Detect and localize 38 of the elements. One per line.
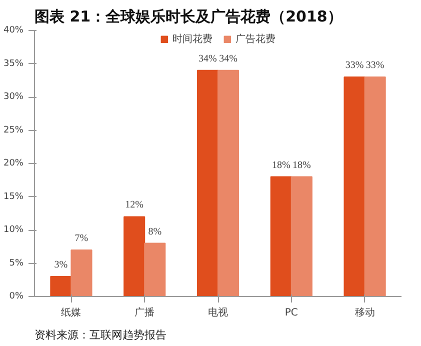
bar <box>144 242 166 296</box>
x-tick-label: PC <box>284 308 298 318</box>
x-tick-label: 移动 <box>354 306 375 318</box>
bar <box>290 176 312 296</box>
bar <box>50 276 72 296</box>
y-tick-label: 20% <box>3 158 24 168</box>
x-tick-label: 电视 <box>208 306 228 318</box>
legend-label: 时间花费 <box>172 32 212 46</box>
bar <box>70 249 92 296</box>
data-label: 33% <box>366 60 384 72</box>
y-tick-label: 0% <box>9 292 24 302</box>
bar <box>364 76 386 296</box>
x-tick-label: 纸媒 <box>61 306 82 318</box>
legend-label: 广告花费 <box>236 32 276 46</box>
data-label: 33% <box>345 60 364 72</box>
chart-title: 图表 21：全球娱乐时长及广告花费（2018） <box>34 8 342 26</box>
data-label: 7% <box>74 232 88 244</box>
y-tick-label: 25% <box>3 125 24 136</box>
data-label: 18% <box>272 160 290 171</box>
data-label: 34% <box>219 53 238 64</box>
text: 资料来源：互联网趋势报告 <box>34 328 166 342</box>
y-tick-label: 30% <box>3 92 24 102</box>
bar <box>218 70 240 296</box>
data-label: 18% <box>292 160 311 171</box>
data-label: 34% <box>198 53 217 64</box>
y-tick-label: 40% <box>3 26 24 36</box>
bar <box>270 176 292 296</box>
y-tick-label: 35% <box>3 58 24 69</box>
data-label: 3% <box>54 260 68 271</box>
data-label: 12% <box>125 200 144 211</box>
bar <box>344 76 366 296</box>
bar <box>124 216 146 296</box>
y-tick-label: 10% <box>3 225 24 235</box>
y-tick-label: 5% <box>9 258 24 268</box>
bar <box>196 70 218 296</box>
data-label: 8% <box>148 226 162 238</box>
y-tick-label: 15% <box>3 192 24 202</box>
x-tick-label: 广播 <box>134 306 155 318</box>
